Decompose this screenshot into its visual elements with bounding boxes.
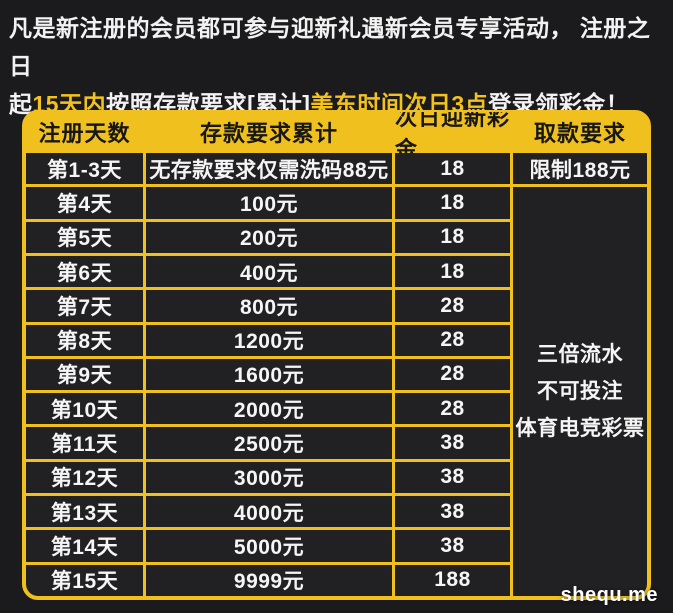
- cell-withdrawal-limit: 限制188元: [513, 153, 647, 185]
- col-header-deposit: 存款要求累计: [146, 114, 392, 150]
- withdrawal-note-line3: 体育电竞彩票: [515, 417, 645, 441]
- col-header-withdrawal: 取款要求: [513, 114, 647, 150]
- cell-day: 第1-3天: [26, 153, 143, 185]
- cell-deposit: 1600元: [146, 358, 392, 391]
- promo-description: 凡是新注册的会员都可参与迎新礼遇新会员专享活动， 注册之日 起15天内按照存款要…: [0, 0, 673, 123]
- cell-day: 第12天: [26, 461, 143, 494]
- col-header-bonus: 次日迎新彩金: [395, 110, 511, 162]
- cell-day: 第6天: [26, 255, 143, 288]
- watermark: shequ.me: [560, 584, 658, 606]
- promo-text-line1: 凡是新注册的会员都可参与迎新礼遇新会员专享活动， 注册之日: [9, 15, 651, 79]
- cell-bonus: 38: [395, 496, 510, 528]
- cell-bonus: 28: [395, 393, 510, 425]
- cell-day: 第10天: [26, 393, 143, 425]
- cell-day: 第9天: [26, 358, 143, 391]
- cell-deposit: 2000元: [146, 393, 392, 425]
- cell-day: 第5天: [26, 221, 143, 253]
- cell-bonus: 188: [395, 564, 510, 596]
- cell-bonus: 18: [395, 153, 510, 185]
- cell-bonus: 18: [395, 221, 510, 253]
- cell-day: 第7天: [26, 290, 143, 322]
- withdrawal-note-line1: 三倍流水: [537, 343, 623, 367]
- cell-deposit: 100元: [146, 187, 392, 219]
- cell-day: 第14天: [26, 530, 143, 562]
- cell-bonus: 38: [395, 461, 510, 494]
- cell-bonus: 28: [395, 290, 510, 322]
- cell-day: 第8天: [26, 324, 143, 356]
- col-header-days: 注册天数: [26, 114, 143, 150]
- cell-deposit: 1200元: [146, 324, 392, 356]
- promo-text-prefix: 起: [9, 91, 33, 117]
- promo-table: 注册天数 存款要求累计 次日迎新彩金 取款要求 第1-3天 无存款要求仅需洗码8…: [22, 110, 651, 600]
- cell-bonus: 38: [395, 427, 510, 459]
- cell-deposit: 5000元: [146, 530, 392, 562]
- cell-day: 第4天: [26, 187, 143, 219]
- cell-deposit: 200元: [146, 221, 392, 253]
- withdrawal-note-line2: 不可投注: [537, 380, 623, 404]
- cell-bonus: 38: [395, 530, 510, 562]
- cell-bonus: 18: [395, 187, 510, 219]
- cell-day: 第11天: [26, 427, 143, 459]
- cell-day: 第15天: [26, 564, 143, 596]
- cell-deposit: 4000元: [146, 496, 392, 528]
- merged-withdrawal-cell: 三倍流水 不可投注 体育电竞彩票: [513, 187, 647, 596]
- cell-deposit: 无存款要求仅需洗码88元: [146, 153, 392, 185]
- cell-deposit: 800元: [146, 290, 392, 322]
- cell-bonus: 28: [395, 324, 510, 356]
- cell-deposit: 400元: [146, 255, 392, 288]
- cell-deposit: 9999元: [146, 564, 392, 596]
- cell-day: 第13天: [26, 496, 143, 528]
- cell-deposit: 2500元: [146, 427, 392, 459]
- cell-bonus: 18: [395, 255, 510, 288]
- cell-deposit: 3000元: [146, 461, 392, 494]
- cell-bonus: 28: [395, 358, 510, 391]
